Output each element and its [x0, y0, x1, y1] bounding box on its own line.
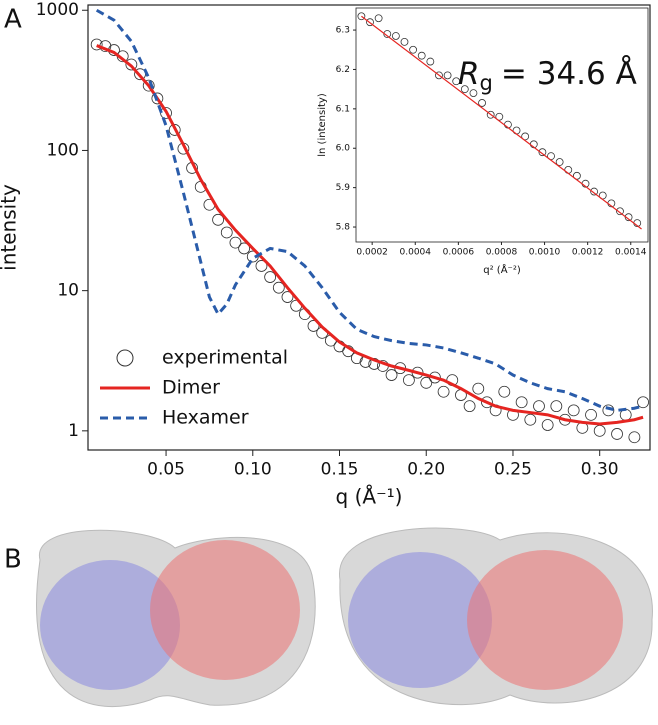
data-point [307, 320, 320, 332]
x-tick-label: 0.20 [407, 460, 445, 480]
data-point [374, 14, 383, 23]
data-point [229, 236, 242, 249]
data-line [361, 15, 642, 230]
x-tick-label: 0.0004 [400, 248, 432, 258]
data-point [437, 385, 450, 398]
data-point [142, 79, 155, 92]
x-axis-label: q (Å⁻¹) [336, 485, 403, 509]
data-point [443, 71, 452, 80]
data-point [281, 291, 294, 303]
y-tick-label: 1 [68, 421, 79, 441]
data-line [96, 44, 644, 426]
y-axis-label: intensity [0, 184, 21, 271]
data-point [533, 400, 545, 413]
x-tick-label: 0.0014 [615, 248, 647, 258]
data-point [409, 45, 418, 54]
data-point [435, 71, 443, 80]
data-point [481, 396, 493, 409]
rg-text: = 34.6 Å [501, 56, 637, 92]
x-tick-label: 0.0008 [486, 248, 518, 258]
data-point [220, 226, 233, 239]
legend-marker [116, 349, 134, 367]
data-point [460, 85, 469, 94]
red-subunit [150, 540, 300, 680]
x-tick-label: 0.0010 [529, 248, 561, 258]
data-point [417, 51, 426, 60]
y-tick-label: 6.1 [336, 104, 350, 114]
data-point [602, 404, 615, 417]
data-point [538, 148, 547, 157]
data-point [366, 18, 374, 27]
data-point [426, 57, 435, 66]
y-tick-label: 10 [57, 281, 79, 301]
legend-label: experimental [162, 347, 288, 369]
legend-label: Dimer [162, 377, 220, 399]
data-point [125, 58, 138, 71]
data-point [357, 12, 366, 21]
y-tick-label: 6.3 [336, 26, 350, 36]
data-point [168, 124, 181, 136]
data-point [590, 187, 599, 196]
x-axis-label: q² (Å⁻²) [483, 263, 521, 276]
data-point [272, 281, 285, 294]
data-point [255, 260, 268, 272]
data-point [400, 37, 409, 46]
data-point [498, 385, 511, 398]
data-point [238, 242, 251, 255]
y-tick-label: 5.8 [336, 223, 351, 233]
x-tick-label: 0.10 [234, 460, 272, 480]
y-axis-label: ln (intensity) [317, 93, 328, 157]
data-point [402, 374, 415, 387]
x-tick-label: 0.0006 [443, 248, 475, 258]
data-point [463, 400, 476, 413]
y-tick-label: 5.9 [336, 183, 351, 193]
data-point [628, 431, 641, 444]
panel-label: B [4, 545, 22, 575]
data-point [495, 112, 504, 121]
data-point [611, 428, 623, 440]
data-point [555, 158, 564, 166]
data-point [524, 413, 537, 426]
red-subunit [467, 550, 623, 690]
panel-label: A [4, 5, 22, 35]
data-point [541, 419, 554, 431]
x-tick-label: 0.0002 [356, 248, 388, 258]
data-point [151, 92, 164, 105]
blue-subunit [348, 552, 492, 688]
plot-frame [355, 7, 649, 243]
x-tick-label: 0.25 [494, 460, 532, 480]
x-tick-label: 0.15 [321, 460, 359, 480]
y-tick-label: 6.2 [336, 65, 350, 75]
data-point [550, 400, 563, 413]
x-tick-label: 0.05 [147, 460, 185, 480]
data-point [469, 89, 478, 97]
data-point [420, 376, 433, 389]
rg-symbol: R [458, 56, 480, 92]
x-tick-label: 0.30 [581, 460, 619, 480]
data-point [585, 408, 597, 421]
data-point [264, 271, 277, 283]
rg-subscript: g [480, 71, 493, 95]
data-point [391, 32, 400, 40]
data-point [515, 396, 528, 409]
blue-subunit [40, 560, 180, 690]
structure-images [36, 527, 653, 707]
rg-annotation: Rg = 34.6 Å [458, 56, 637, 96]
data-point [567, 404, 580, 417]
legend-label: Hexamer [162, 407, 249, 429]
data-point [637, 396, 649, 409]
data-point [486, 110, 495, 119]
data-point [212, 213, 224, 226]
y-tick-label: 100 [47, 140, 79, 160]
data-point [90, 38, 103, 51]
data-point [616, 207, 624, 216]
data-point [478, 99, 486, 107]
y-tick-label: 1000 [36, 0, 79, 20]
data-point [472, 382, 485, 395]
data-point [385, 369, 398, 381]
y-tick-label: 6.0 [336, 144, 351, 154]
x-tick-label: 0.0012 [572, 248, 604, 258]
data-point [452, 77, 461, 86]
